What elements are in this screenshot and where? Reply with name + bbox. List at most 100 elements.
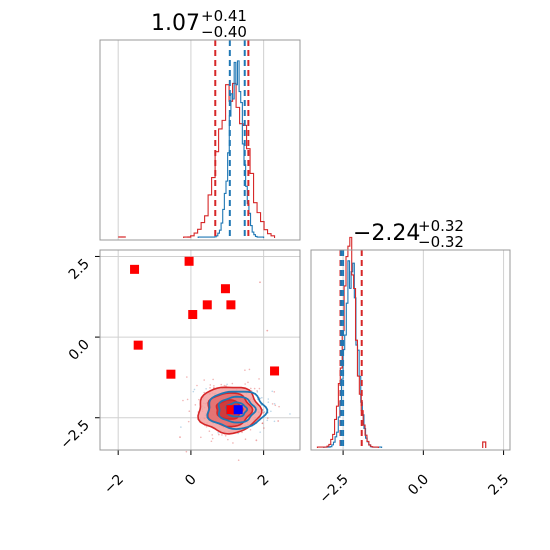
scatter-stray-sample-4 [255,439,258,442]
scatter-blue-square [233,405,243,415]
scatter-red-sample [212,378,214,381]
title-param2-value: −2.24 [353,221,420,246]
scatter-red-sample [211,437,214,440]
hist2-frame [310,249,511,451]
scatter-red-sample [263,427,265,429]
scatter-panel-2d: −2 0 2 2.5 0.0 −2.5 [57,249,301,498]
scatter-red-sample [250,387,252,390]
scatter-blue-sample [256,391,259,393]
scatter-blue-sample [261,396,263,399]
scatter-ytick-label-0: 2.5 [66,256,93,283]
scatter-red-sample [258,378,260,380]
scatter-red-sample [211,434,214,436]
scatter-red-sample [186,376,188,378]
scatter-red-sample [278,405,280,408]
scatter-ytick-label-1: 0.0 [66,337,93,364]
scatter-red-sample [237,459,240,462]
scatter-red-sample [258,387,261,390]
scatter-red-contour-line-0 [197,386,263,435]
scatter-blue-sample [273,420,276,423]
scatter-red-sample [266,417,269,419]
scatter-blue-sample [273,402,276,405]
title-param1-plus: +0.41 [201,7,247,25]
scatter-red-sample [244,438,247,441]
title-param2: −2.24 +0.32 −0.32 [353,217,464,251]
scatter-red-sample [274,404,277,407]
scatter-xtick-label-0: −2 [101,472,127,498]
scatter-red-sample [205,425,208,428]
scatter-red-sample [221,434,223,436]
hist2-red-histogram [316,236,379,448]
scatter-red-sample [186,398,189,401]
scatter-blue-sample [270,410,272,413]
scatter-red-sample [198,398,200,401]
scatter-red-sample [232,442,234,444]
scatter-red-sample [244,369,246,371]
hist1-frame [99,39,301,241]
scatter-blue-sample [205,387,207,390]
hist2-red-tail-bin-0 [482,441,487,448]
scatter-blue-contour-line-1 [217,395,257,424]
scatter-blue-sample [267,401,270,404]
histogram-panel-param2: −2.5 0.0 2.5 [310,236,512,507]
scatter-red-sample [247,381,249,384]
scatter-red-sample [209,384,212,386]
scatter-red-sample [208,430,211,432]
scatter-red-sample [187,420,190,423]
scatter-red-sample [220,383,223,386]
scatter-red-sample [273,391,276,393]
scatter-red-square-8 [270,366,280,376]
scatter-red-sample [188,410,191,413]
scatter-red-sample [241,431,243,434]
scatter-red-sample [271,403,274,405]
scatter-red-sample [209,387,211,389]
scatter-red-square-2 [220,284,230,294]
scatter-red-sample [224,435,227,437]
scatter-red-sample [182,399,184,402]
scatter-red-sample [196,384,198,387]
title-param2-plus: +0.32 [418,217,464,235]
scatter-red-sample [203,379,205,381]
scatter-red-sample [249,428,252,431]
scatter-red-square-6 [133,340,143,350]
title-param1: 1.07 +0.41 −0.40 [151,7,247,41]
scatter-red-square-4 [226,300,236,310]
scatter-xtick-label-2: 2 [255,472,273,490]
hist2-blue-histogram [323,260,383,448]
scatter-blue-sample [192,390,195,393]
scatter-red-contour-line-2 [215,398,244,420]
title-param1-value: 1.07 [151,11,200,36]
scatter-blue-sample [226,383,228,386]
hist2-xtick-label-1: 0.0 [405,472,432,499]
scatter-red-square-7 [166,369,176,379]
scatter-blue-sample [267,398,270,400]
hist1-blue-histogram [197,60,265,238]
scatter-blue-sample [289,413,291,415]
scatter-blue-sample [271,390,274,393]
hist2-xtick-label-2: 2.5 [485,472,512,499]
scatter-red-sample [210,440,213,443]
scatter-stray-sample-2 [277,420,280,422]
scatter-blue-contour-line-0 [206,390,269,431]
scatter-blue-sample [180,426,182,428]
scatter-red-sample [203,391,206,394]
scatter-red-sample [200,436,202,439]
scatter-blue-sample [193,388,196,391]
scatter-red-sample [185,450,188,453]
scatter-red-sample [218,433,220,436]
scatter-stray-sample-3 [179,436,181,438]
scatter-red-sample [225,385,227,387]
scatter-red-sample [261,422,264,425]
scatter-stray-sample-1 [266,329,269,332]
histogram-panel-param1 [99,39,301,241]
scatter-frame [99,249,301,451]
scatter-ytick-label-2: −2.5 [57,417,92,452]
scatter-red-sample [213,386,215,389]
scatter-red-square-0 [130,264,140,274]
scatter-blue-sample [259,431,261,433]
scatter-red-sample [213,385,215,387]
scatter-red-sample [262,411,265,414]
scatter-blue-sample [259,397,262,400]
scatter-red-square-1 [184,256,194,266]
